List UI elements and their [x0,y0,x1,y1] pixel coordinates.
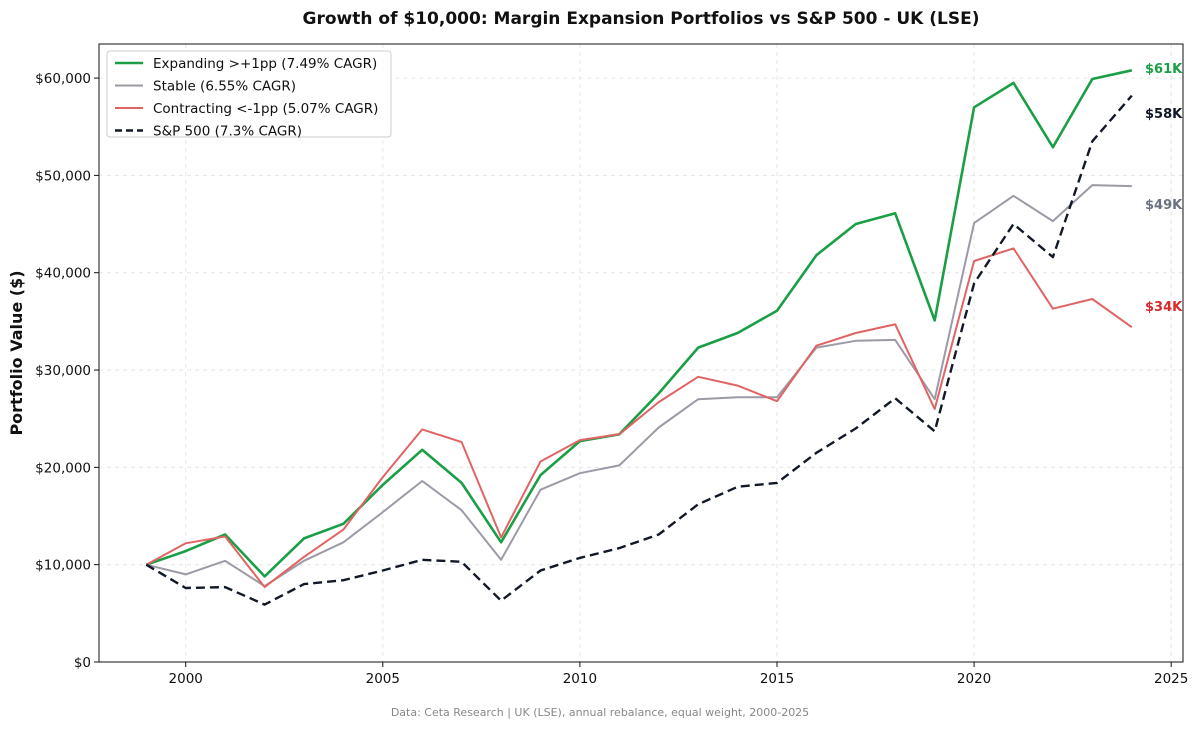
y-tick-label: $30,000 [35,363,91,379]
series-layer [145,69,1133,606]
legend-entry-0: Expanding >+1pp (7.49% CAGR) [153,56,377,72]
source-footnote: Data: Ceta Research | UK (LSE), annual r… [391,706,809,719]
legend-entry-2: Contracting <-1pp (5.07% CAGR) [153,101,378,117]
end-label-1: $49K [1145,198,1183,213]
axis-layer: $0 $10,000 $20,000 $30,000 $40,000 $50,000 $60… [35,71,1188,687]
y-tick-label: $20,000 [35,460,91,476]
y-axis-label: Portfolio Value ($) [7,270,26,435]
series-line-0 [145,69,1133,578]
series-line-1 [146,184,1132,588]
y-tick-label: $0 [74,655,91,671]
y-tick-label: $10,000 [35,558,91,574]
legend-box [106,50,392,138]
y-tick-label: $50,000 [35,168,91,184]
series-line-2 [145,247,1133,589]
x-tick-label: 2025 [1154,671,1188,687]
x-tick-label: 2000 [169,671,203,687]
x-tick-label: 2005 [366,671,400,687]
y-tick-label: $40,000 [35,266,91,282]
chart-title: Growth of $10,000: Margin Expansion Port… [303,9,980,29]
end-label-0: $61K [1145,62,1183,77]
end-label-layer: $61K $49K $34K $58K [1145,62,1183,315]
end-label-2: $34K [1145,300,1183,315]
plot-frame [98,43,1184,663]
legend: Expanding >+1pp (7.49% CAGR) Stable (6.55… [106,50,392,140]
x-tick-label: 2015 [760,671,794,687]
legend-entry-1: Stable (6.55% CAGR) [153,79,296,95]
end-label-3: $58K [1145,107,1183,122]
x-tick-label: 2010 [563,671,597,687]
y-tick-label: $60,000 [35,71,91,87]
legend-entry-3: S&P 500 (7.3% CAGR) [153,124,302,140]
x-tick-label: 2020 [957,671,991,687]
